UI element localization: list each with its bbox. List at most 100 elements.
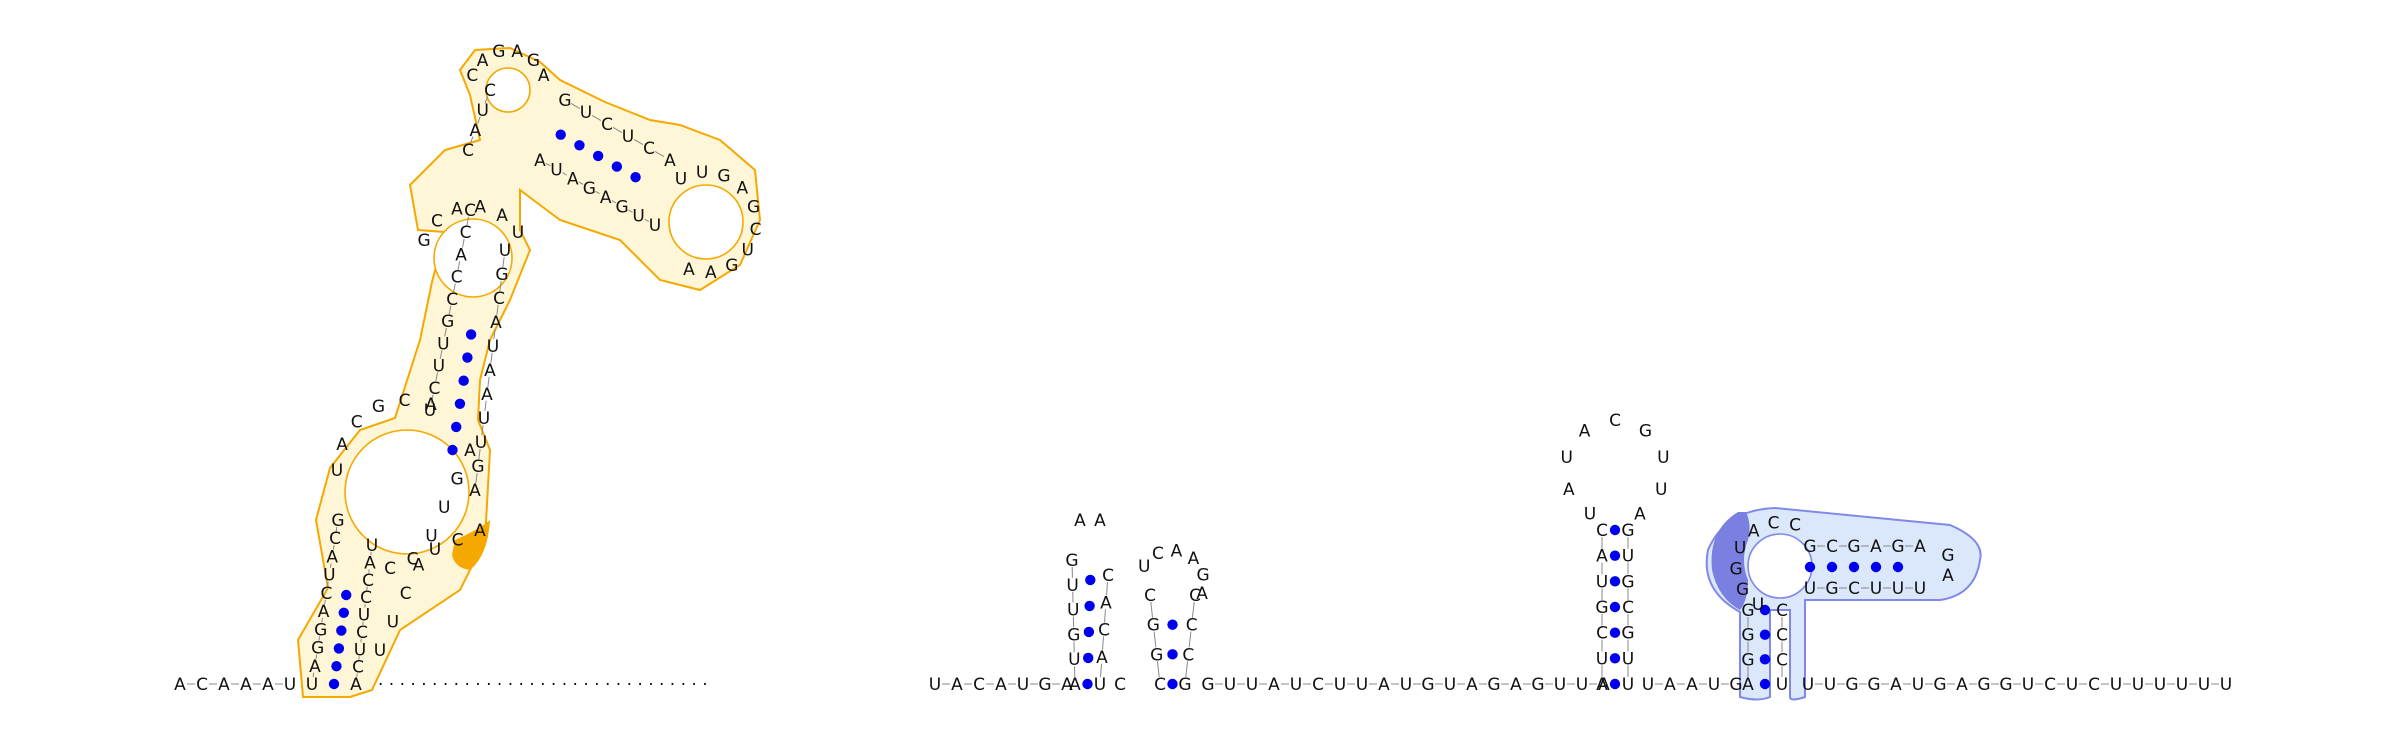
nt-hairpin-2-right-1: C <box>1182 645 1194 665</box>
nt-loop-right-6: U <box>742 240 754 260</box>
base-pair-helix-b-1 <box>451 422 461 432</box>
nt-connect-5: C <box>400 584 412 604</box>
nt-helix-a-right-5: C <box>360 588 372 608</box>
nt-loop-right-7: G <box>725 256 738 276</box>
base-pair-hairpin-4-arm-2 <box>1849 562 1859 572</box>
base-pair-hairpin-1-4 <box>1085 575 1095 585</box>
nt-hairpin-3-loop-2: U <box>1560 448 1572 468</box>
nt-loop-mid-3: A <box>474 198 486 218</box>
nt-hairpin-4-right-3: C <box>1776 601 1788 621</box>
nt-hairpin-1-loop-1: A <box>1094 511 1106 531</box>
nt-segment-2-10: G <box>1421 675 1434 695</box>
base-pair-diag-3 <box>612 161 622 171</box>
nt-loop-mid-4: A <box>496 206 508 226</box>
nt-loop-top-3: A <box>511 42 523 62</box>
nt-hairpin-2-loop-2: A <box>1171 541 1183 561</box>
base-pair-helix-b-2 <box>455 399 465 409</box>
nt-hairpin-4-top-4: G <box>1891 537 1904 557</box>
nt-segment-2-17: U <box>1576 675 1588 695</box>
nt-diag-lower-1: U <box>550 160 562 180</box>
nt-hairpin-3-left-4: U <box>1596 572 1608 592</box>
nt-3prime-tail-16: U <box>2154 675 2166 695</box>
base-pair-hairpin-1-1 <box>1083 653 1093 663</box>
nt-hairpin-2-loop-1: C <box>1152 544 1164 564</box>
nt-hairpin-3-loop-8: A <box>1634 504 1646 524</box>
nt-3prime-tail-3: G <box>1867 675 1880 695</box>
nt-hairpin-1-right-2: C <box>1098 621 1110 641</box>
nt-segment-2-14: A <box>1510 675 1522 695</box>
nt-loop-bottom-right-0: C <box>384 559 396 579</box>
nt-3prime-tail-0: U <box>1802 675 1814 695</box>
nt-segment-2-6: U <box>1334 675 1346 695</box>
nt-helix-a-left-1: A <box>309 657 321 677</box>
nt-helix-b-left-3: U <box>437 334 449 354</box>
nt-hairpin-2-left-2: G <box>1147 616 1160 636</box>
nt-hairpin-1-right-0: U <box>1094 675 1106 695</box>
nt-hairpin-4-bottom-5: U <box>1914 579 1926 599</box>
highlight-1-hole-right <box>669 185 743 259</box>
nt-hairpin-4-top-0: G <box>1803 537 1816 557</box>
nt-helix-a-right-0: A <box>350 675 362 695</box>
nt-hairpin-4-loop-left-1: G <box>1736 580 1749 600</box>
nt-helix-a-left-4: A <box>318 602 330 622</box>
nt-loop-right-3: A <box>737 179 749 199</box>
nt-hairpin-3-right-1: U <box>1622 649 1634 669</box>
nt-diag-lower-5: G <box>616 197 629 217</box>
nt-hairpin-2-loop-0: U <box>1138 557 1150 577</box>
nt-3prime-tail-13: C <box>2088 675 2100 695</box>
nt-loop-bottom-0: U <box>331 461 343 481</box>
nt-3prime-tail-8: G <box>1977 675 1990 695</box>
nt-hairpin-4-top-1: C <box>1826 537 1838 557</box>
nt-5prime-tail-3: A <box>240 675 252 695</box>
nt-loop-bottom-right-4: A <box>474 521 486 541</box>
nt-hairpin-3-right-5: U <box>1622 547 1634 567</box>
base-pair-diag-4 <box>630 172 640 182</box>
base-pair-hairpin-4-arm-3 <box>1871 562 1881 572</box>
nt-diag-lower-4: A <box>600 188 612 208</box>
nt-helix-a-left-9: G <box>331 511 344 531</box>
nt-helix-a-right-6: C <box>362 571 374 591</box>
base-pair-diag-1 <box>574 140 584 150</box>
nt-hairpin-2-left-1: G <box>1150 645 1163 665</box>
nt-segment-1-0: U <box>929 675 941 695</box>
nt-diag-upper-3: U <box>622 127 634 147</box>
nt-diag-lower-7: U <box>649 216 661 236</box>
nt-3prime-tail-4: A <box>1890 675 1902 695</box>
nt-helix-a-left-7: A <box>326 547 338 567</box>
nt-helix-a-right-2: U <box>354 640 366 660</box>
nt-segment-2-15: G <box>1531 675 1544 695</box>
nt-3prime-tail-10: U <box>2022 675 2034 695</box>
base-pair-hairpin-4-arm-4 <box>1893 562 1903 572</box>
nt-loop-bottom-4: C <box>399 391 411 411</box>
nt-3prime-tail-6: G <box>1933 675 1946 695</box>
nt-3prime-tail-9: G <box>1999 675 2012 695</box>
nt-hairpin-1-left-5: G <box>1065 551 1078 571</box>
nt-loop-top-1: A <box>477 51 489 71</box>
nt-hairpin-1-left-1: U <box>1068 650 1080 670</box>
nt-hairpin-4-end-0: G <box>1941 546 1954 566</box>
base-pair-helix-b-5 <box>466 329 476 339</box>
base-pair-diag-2 <box>593 151 603 161</box>
base-pair-hairpin-3-4 <box>1610 576 1620 586</box>
nt-loop-top-5: A <box>538 66 550 86</box>
nt-hairpin-1-right-3: A <box>1100 593 1112 613</box>
nt-helix-a-left-6: U <box>323 566 335 586</box>
nt-hairpin-3-right-0: U <box>1622 675 1634 695</box>
nt-helix-a-right-3: C <box>356 623 368 643</box>
nt-loop-right-9: A <box>683 260 695 280</box>
nt-helix-b-right-3: U <box>478 409 490 429</box>
base-pair-hairpin-3-6 <box>1610 525 1620 535</box>
base-pair-hairpin-1-2 <box>1084 627 1094 637</box>
nt-3prime-tail-19: U <box>2220 675 2232 695</box>
nt-helix-b-right-10: U <box>499 241 511 261</box>
nt-hairpin-4-loop-left-5: C <box>1768 513 1780 533</box>
base-pair-diag-0 <box>556 129 566 139</box>
nt-hairpin-2-right-0: G <box>1178 675 1191 695</box>
nt-diag-upper-2: C <box>601 115 613 135</box>
nt-connect-2: U <box>438 498 450 518</box>
nt-hairpin-4-top-3: A <box>1870 537 1882 557</box>
nt-helix-a-right-4: U <box>358 606 370 626</box>
nt-hairpin-4-right-1: C <box>1776 650 1788 670</box>
base-pair-hairpin-3-2 <box>1610 627 1620 637</box>
nt-segment-2-9: U <box>1400 675 1412 695</box>
